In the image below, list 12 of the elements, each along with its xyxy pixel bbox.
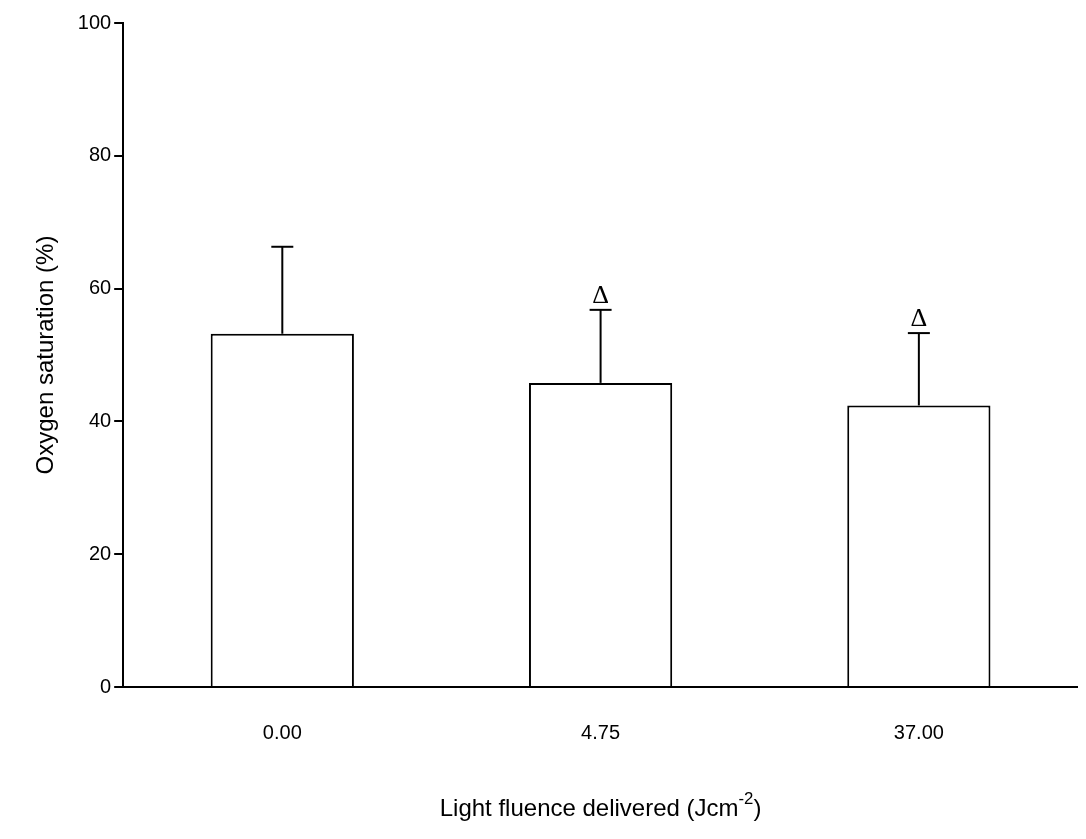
y-tick-label: 60	[88, 276, 112, 299]
x-tick-label: 4.75	[581, 720, 621, 743]
y-tick-label: 80	[88, 143, 112, 166]
x-tick-label: 0.00	[262, 720, 302, 743]
annotation: Δ	[910, 302, 928, 332]
y-axis-title: Oxygen saturation (%)	[31, 235, 59, 475]
y-tick-label: 20	[88, 541, 112, 564]
x-tick-label: 37.00	[893, 720, 944, 743]
y-tick-label: 100	[77, 10, 112, 33]
y-tick-label: 0	[100, 674, 112, 697]
annotation: Δ	[592, 279, 609, 309]
y-tick-label: 40	[88, 408, 112, 431]
